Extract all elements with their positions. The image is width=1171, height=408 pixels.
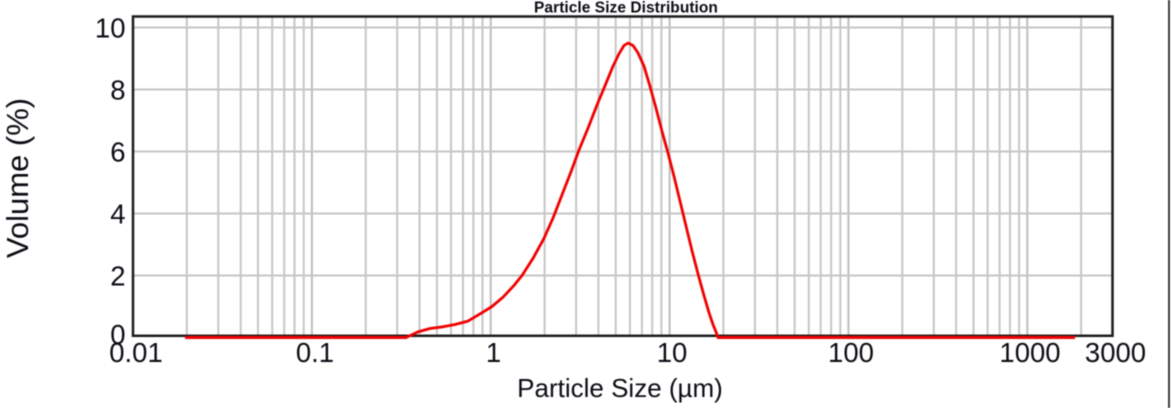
svg-text:10: 10 [657,337,688,368]
svg-text:100: 100 [828,337,874,368]
svg-text:1000: 1000 [999,337,1060,368]
svg-text:3000: 3000 [1085,337,1146,368]
svg-text:10: 10 [95,13,126,44]
svg-text:6: 6 [110,137,125,168]
svg-text:0: 0 [110,319,125,350]
svg-text:Volume (%): Volume (%) [0,98,35,258]
svg-text:8: 8 [110,75,125,106]
svg-text:2: 2 [110,261,125,292]
svg-text:1: 1 [486,337,501,368]
svg-text:0.1: 0.1 [296,337,334,368]
svg-text:Particle Size Distribution: Particle Size Distribution [534,0,718,17]
svg-text:Particle Size (µm): Particle Size (µm) [517,373,723,403]
svg-text:0.01: 0.01 [109,337,163,368]
svg-text:4: 4 [110,199,125,230]
